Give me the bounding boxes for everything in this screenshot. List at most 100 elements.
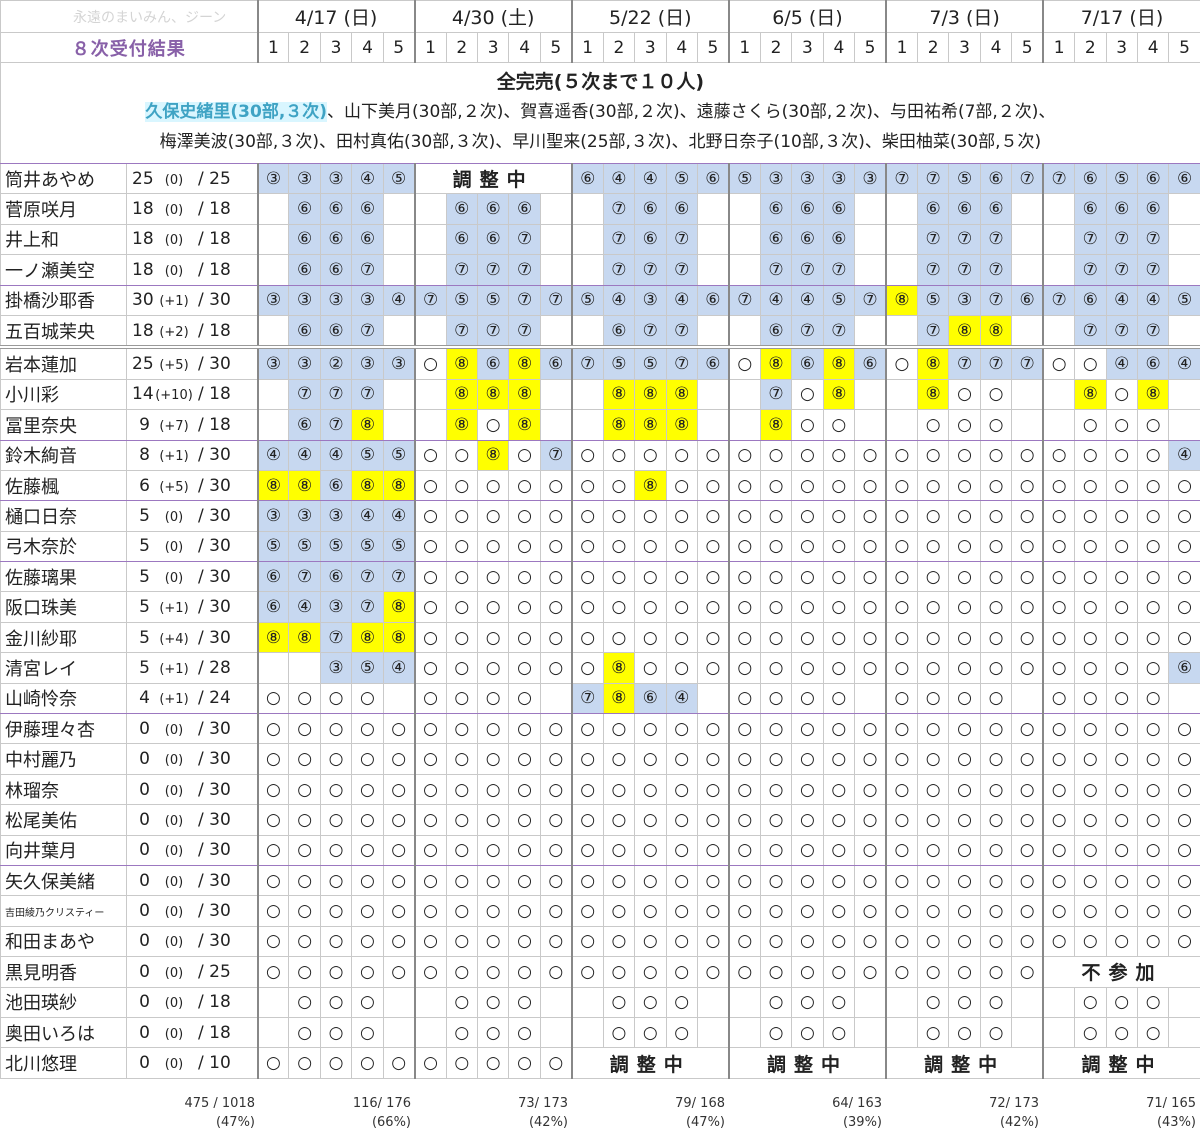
slot-total: / 18 [198,1022,231,1043]
member-stats: 0 (0) / 30 [126,925,258,958]
available-mark: ○ [979,925,1013,958]
available-mark: ○ [948,469,981,502]
available-mark: ○ [256,682,290,715]
available-mark: ○ [885,713,918,745]
available-mark: ○ [476,864,510,897]
member-stats: 0 (0) / 30 [126,773,258,806]
sold-earlier-mark: ⑤ [1168,284,1200,316]
available-mark: ○ [445,500,478,532]
sold-earlier-mark: ⑥ [1105,193,1138,225]
available-mark: ○ [759,561,793,593]
member-stats: 8 (+1) / 30 [126,439,258,471]
summary-cell: 全完売(５次まで１０人) 久保史緒里(30部,３次)、山下美月(30部,２次)、… [0,62,1200,164]
sold-earlier-mark: ⑥ [476,223,510,256]
available-mark: ○ [979,1016,1013,1049]
available-mark: ○ [445,439,478,471]
available-mark: ○ [759,621,793,654]
sold-earlier-mark: ⑥ [759,223,793,256]
sold-this-round-mark: ⑧ [634,469,667,502]
sold-earlier-mark: ⑥ [979,162,1013,195]
available-mark: ○ [570,713,604,745]
available-mark: ○ [319,1016,353,1049]
slot-number: 3 [791,32,824,63]
available-mark: ○ [948,409,981,441]
slot-total: / 18 [198,320,231,341]
sold-earlier-mark: ⑦ [1136,314,1170,348]
available-mark: ○ [1136,561,1170,593]
available-mark: ○ [476,804,510,836]
empty-slot [1042,193,1076,225]
available-mark: ○ [602,500,636,532]
available-mark: ○ [288,1047,321,1079]
slot-total: / 30 [198,901,231,922]
available-mark: ○ [476,469,510,502]
available-mark: ○ [413,864,447,897]
available-mark: ○ [539,621,573,654]
slot-number: 2 [288,32,321,63]
available-mark: ○ [1011,591,1044,623]
sold-earlier-mark: ⑦ [570,682,604,715]
available-mark: ○ [445,743,478,775]
available-mark: ○ [1074,682,1107,715]
empty-slot [885,378,918,411]
sold-earlier-mark: ⑥ [822,193,856,225]
sold-earlier-mark: ⑦ [602,254,636,286]
slot-total: / 25 [198,168,231,189]
available-mark: ○ [1074,986,1107,1018]
slot-number: 5 [1011,32,1044,63]
total-summary: 116/ 176 (66%) [353,1094,411,1132]
sold-earlier-mark: ③ [948,284,981,316]
empty-slot [727,986,761,1018]
member-stats: 5 (0) / 30 [126,561,258,593]
available-mark: ○ [979,409,1013,441]
available-mark: ○ [413,561,447,593]
sold-count: 5 [139,597,150,618]
empty-slot [382,254,416,286]
sold-earlier-mark: ⑤ [1105,162,1138,195]
available-mark: ○ [1105,439,1138,471]
available-mark: ○ [570,530,604,563]
available-mark: ○ [602,864,636,897]
available-mark: ○ [413,500,447,532]
sold-earlier-mark: ⑥ [1074,193,1107,225]
empty-slot [696,986,730,1018]
available-mark: ○ [476,1047,510,1079]
available-mark: ○ [1105,561,1138,593]
available-mark: ○ [1042,439,1076,471]
available-mark: ○ [256,956,290,988]
available-mark: ○ [665,530,698,563]
available-mark: ○ [665,864,698,897]
empty-slot [854,314,887,348]
sold-earlier-mark: ④ [791,284,824,316]
available-mark: ○ [885,621,918,654]
sold-earlier-mark: ③ [634,284,667,316]
empty-slot [539,378,573,411]
available-mark: ○ [822,409,856,441]
sold-count: 8 [139,445,150,466]
available-mark: ○ [319,743,353,775]
total-percent: (66%) [371,1115,411,1130]
available-mark: ○ [727,345,761,380]
available-mark: ○ [885,834,918,866]
empty-slot [885,254,918,286]
available-mark: ○ [634,561,667,593]
available-mark: ○ [916,713,950,745]
available-mark: ○ [445,652,478,684]
sold-this-round-mark: ⑧ [382,469,416,502]
available-mark: ○ [916,743,950,775]
sold-count: 30 [132,290,154,311]
available-mark: ○ [1042,621,1076,654]
empty-slot [382,409,416,441]
sold-earlier-mark: ⑥ [665,193,698,225]
available-mark: ○ [916,621,950,654]
available-mark: ○ [602,956,636,988]
available-mark: ○ [382,773,416,806]
available-mark: ○ [445,986,478,1018]
available-mark: ○ [539,652,573,684]
available-mark: ○ [791,500,824,532]
available-mark: ○ [1011,743,1044,775]
empty-slot [1168,254,1200,286]
round-increase: (0) [164,263,184,279]
available-mark: ○ [288,956,321,988]
sold-earlier-mark: ⑦ [948,345,981,380]
